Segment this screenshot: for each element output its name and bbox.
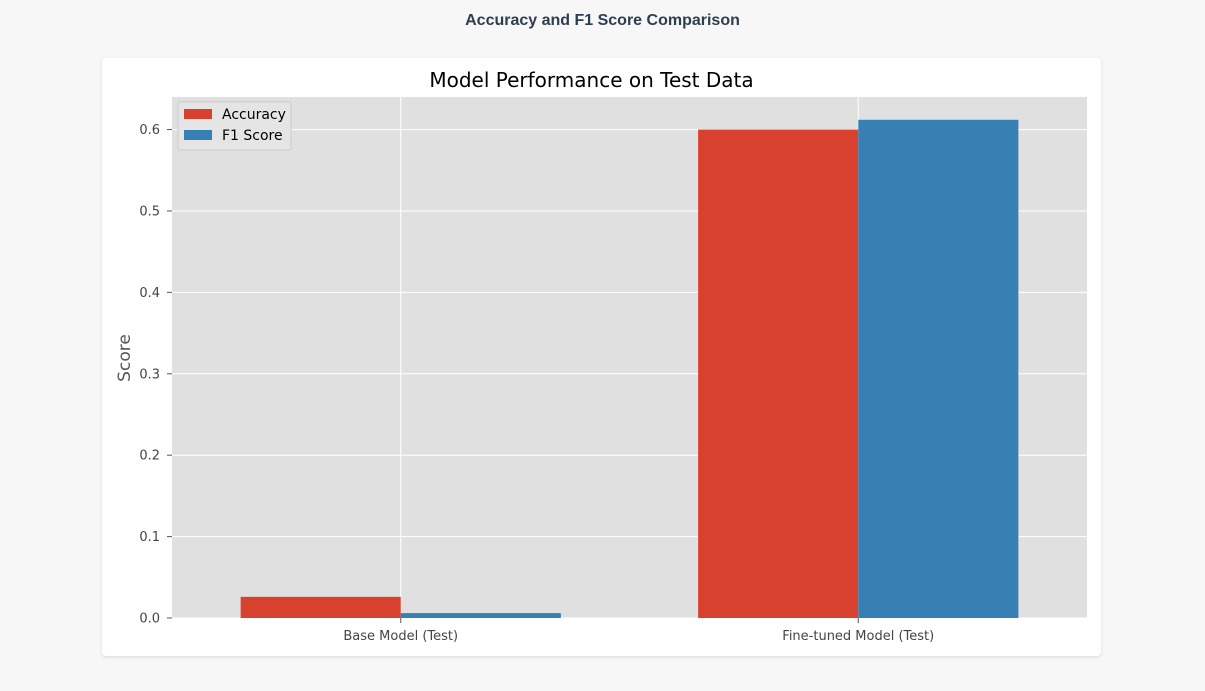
bars <box>240 119 1019 618</box>
y-tick-label: 0.6 <box>139 123 160 138</box>
legend-label: Accuracy <box>222 107 286 123</box>
chart-title: Model Performance on Test Data <box>429 68 753 92</box>
legend-swatch <box>184 109 212 119</box>
axis-ticks: 0.0 0.1 0.2 0.3 0.4 0.5 0.6 Base Model (Test) Fi… <box>139 123 934 644</box>
y-tick-label: 0.0 <box>139 612 160 627</box>
y-tick-label: 0.4 <box>139 286 160 301</box>
y-tick-label: 0.1 <box>139 530 160 545</box>
bar-f1-score-1 <box>858 119 1019 618</box>
y-tick-label: 0.3 <box>139 367 160 382</box>
bar-f1-score-0 <box>400 613 561 618</box>
legend-swatch <box>184 130 212 140</box>
bar-accuracy-0 <box>240 596 401 618</box>
y-tick-label: 0.5 <box>139 204 160 219</box>
chart-card: Model Performance on Test Data 0.0 0.1 0.2… <box>102 58 1101 656</box>
y-tick-label: 0.2 <box>139 449 160 464</box>
y-axis-label: Score <box>115 334 135 382</box>
legend: Accuracy F1 Score <box>177 101 292 151</box>
page-header: Accuracy and F1 Score Comparison <box>465 12 740 29</box>
x-tick-label: Fine-tuned Model (Test) <box>782 629 934 644</box>
chart: Model Performance on Test Data 0.0 0.1 0.2… <box>115 68 1087 644</box>
legend-label: F1 Score <box>222 128 283 144</box>
x-tick-label: Base Model (Test) <box>343 629 458 644</box>
bar-accuracy-1 <box>698 129 859 618</box>
